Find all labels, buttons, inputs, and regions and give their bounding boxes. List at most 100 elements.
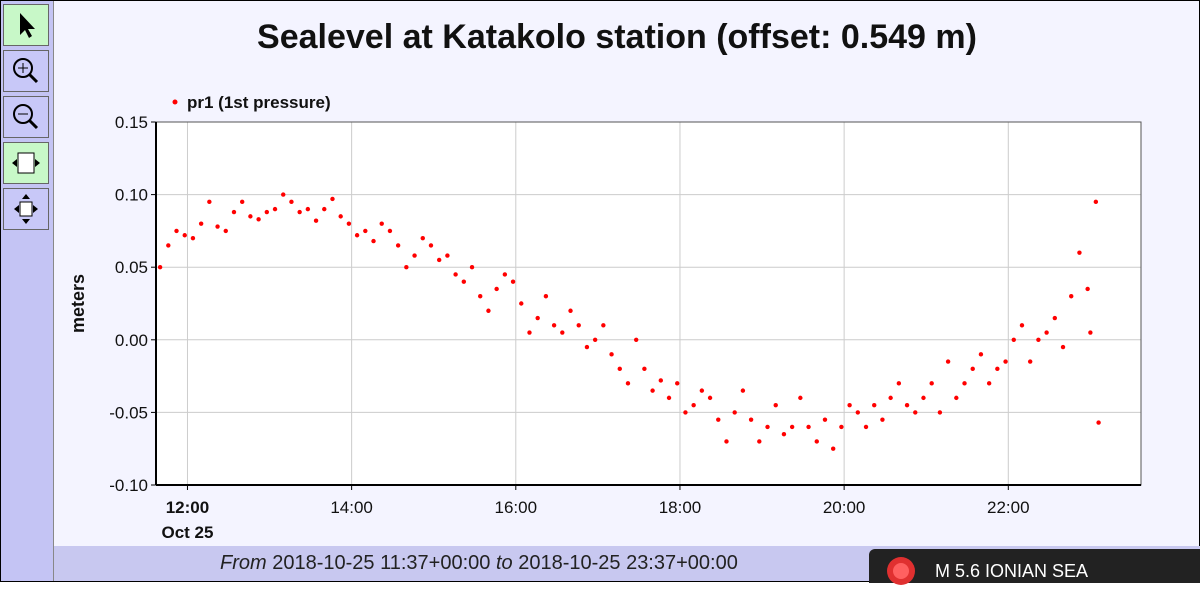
data-point bbox=[609, 352, 614, 357]
data-point bbox=[1077, 250, 1082, 255]
data-point bbox=[1060, 344, 1066, 350]
data-point bbox=[716, 417, 721, 422]
data-point bbox=[683, 410, 688, 415]
data-point bbox=[486, 308, 491, 313]
data-point bbox=[863, 424, 869, 430]
x-tick-label: 14:00 bbox=[330, 498, 373, 517]
data-point bbox=[1003, 359, 1008, 364]
plot-area bbox=[156, 122, 1141, 485]
data-point bbox=[1019, 323, 1025, 328]
data-point bbox=[215, 224, 220, 229]
data-point bbox=[379, 221, 384, 226]
x-tick-label: 16:00 bbox=[495, 498, 538, 517]
data-point bbox=[986, 381, 992, 386]
data-point bbox=[798, 395, 803, 401]
end-time: 2018-10-25 23:37+00:00 bbox=[518, 552, 738, 574]
chart: Sealevel at Katakolo station (offset: 0.… bbox=[68, 18, 1142, 542]
data-point bbox=[765, 424, 770, 430]
data-point bbox=[1093, 199, 1099, 205]
data-point bbox=[650, 388, 655, 393]
data-point bbox=[806, 424, 811, 430]
data-point bbox=[330, 196, 335, 202]
x-tick-date-label: Oct 25 bbox=[161, 523, 213, 542]
x-tick-label: 20:00 bbox=[823, 498, 866, 517]
zoom-x-tool[interactable] bbox=[3, 142, 49, 184]
data-point bbox=[904, 402, 910, 408]
data-point bbox=[789, 424, 795, 430]
data-point bbox=[182, 233, 187, 238]
data-point bbox=[945, 359, 951, 364]
data-point bbox=[642, 366, 647, 372]
y-tick-label: 0.05 bbox=[115, 258, 148, 277]
data-point bbox=[223, 228, 228, 234]
data-point bbox=[937, 410, 943, 415]
data-point bbox=[814, 439, 819, 444]
data-point bbox=[231, 209, 237, 215]
data-point bbox=[543, 294, 549, 299]
pan-tool[interactable] bbox=[3, 188, 49, 230]
data-point bbox=[888, 395, 893, 401]
data-point bbox=[198, 221, 204, 226]
zoom-in-tool[interactable] bbox=[3, 50, 49, 92]
legend-label: pr1 (1st pressure) bbox=[187, 93, 331, 112]
y-tick-label: -0.10 bbox=[109, 476, 148, 495]
data-point bbox=[297, 209, 302, 215]
y-tick-label: -0.05 bbox=[109, 403, 148, 422]
data-point bbox=[568, 308, 573, 313]
data-point bbox=[281, 192, 286, 197]
data-point bbox=[428, 243, 434, 248]
data-point bbox=[371, 238, 376, 244]
y-tick-label: 0.15 bbox=[115, 113, 148, 132]
data-point bbox=[675, 381, 680, 386]
data-point bbox=[412, 253, 417, 258]
data-point bbox=[420, 235, 425, 241]
data-point bbox=[404, 265, 409, 270]
data-point bbox=[576, 323, 581, 328]
data-point bbox=[363, 228, 368, 234]
to-label: to bbox=[495, 552, 513, 574]
data-point bbox=[872, 402, 877, 408]
data-point bbox=[494, 286, 499, 292]
data-point bbox=[978, 352, 984, 357]
data-point bbox=[166, 243, 171, 248]
data-point bbox=[272, 206, 278, 212]
data-point bbox=[469, 265, 475, 270]
data-point bbox=[830, 446, 836, 451]
data-point bbox=[256, 217, 261, 222]
data-point bbox=[847, 402, 852, 408]
data-point bbox=[560, 330, 565, 335]
data-point bbox=[773, 402, 778, 408]
data-point bbox=[913, 410, 918, 415]
data-point bbox=[970, 366, 975, 372]
data-point bbox=[839, 424, 844, 430]
data-point bbox=[732, 410, 737, 415]
data-point bbox=[633, 337, 639, 342]
data-point bbox=[1088, 330, 1093, 335]
notification[interactable]: M 5.6 IONIAN SEA bbox=[869, 549, 1200, 585]
y-tick-label: 0.10 bbox=[115, 186, 148, 205]
data-point bbox=[757, 439, 762, 444]
data-point bbox=[157, 265, 163, 270]
data-point bbox=[1027, 359, 1033, 364]
from-label: From bbox=[220, 552, 267, 574]
data-point bbox=[478, 294, 483, 299]
select-tool[interactable] bbox=[3, 4, 49, 46]
data-point bbox=[453, 272, 458, 277]
chart-title: Sealevel at Katakolo station (offset: 0.… bbox=[257, 18, 977, 56]
data-point bbox=[1044, 330, 1049, 335]
data-point bbox=[707, 395, 713, 401]
data-point bbox=[502, 272, 508, 277]
data-point bbox=[880, 417, 885, 422]
zoom-out-tool[interactable] bbox=[3, 96, 49, 138]
data-point bbox=[1096, 420, 1101, 425]
data-point bbox=[174, 228, 179, 234]
data-point bbox=[921, 395, 926, 401]
data-point bbox=[207, 199, 212, 205]
data-point bbox=[248, 214, 253, 219]
data-point bbox=[929, 381, 934, 386]
data-point bbox=[699, 388, 705, 393]
data-point bbox=[510, 279, 516, 284]
data-point bbox=[461, 279, 467, 284]
data-point bbox=[1085, 286, 1090, 292]
